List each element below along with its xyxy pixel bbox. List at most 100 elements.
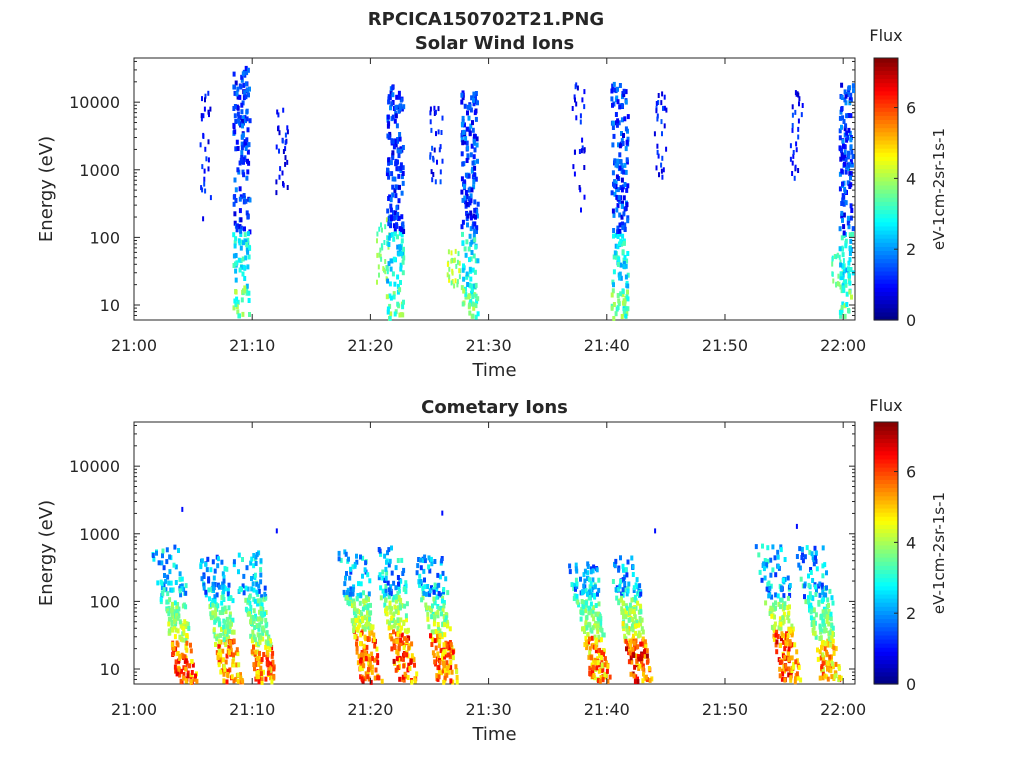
heatmap-cell <box>247 290 251 296</box>
heatmap-cell <box>278 174 281 180</box>
heatmap-cell <box>241 271 245 277</box>
heatmap-cell <box>226 587 230 593</box>
heatmap-cell <box>579 616 583 622</box>
heatmap-cell <box>635 619 639 625</box>
heatmap-cell <box>460 189 464 195</box>
heatmap-cell <box>384 597 387 603</box>
heatmap-cell <box>232 662 236 668</box>
heatmap-cell <box>259 597 263 603</box>
heatmap-cell <box>266 652 270 658</box>
x-tick-label: 21:10 <box>229 336 275 355</box>
heatmap-cell <box>393 645 397 650</box>
heatmap-cell <box>621 587 625 593</box>
heatmap-cell <box>233 113 237 119</box>
heatmap-cell <box>396 283 400 289</box>
heatmap-cell <box>200 113 203 119</box>
x-tick-label: 21:40 <box>584 336 630 355</box>
heatmap-cell <box>632 585 636 591</box>
heatmap-cell <box>388 303 392 309</box>
colorbar-label: eV-1cm-2sr-1s-1 <box>930 128 948 250</box>
heatmap-cell <box>373 657 376 663</box>
heatmap-cell <box>621 600 625 606</box>
heatmap-cell <box>469 276 473 282</box>
heatmap-cell <box>173 624 176 630</box>
heatmap-cell <box>618 165 622 171</box>
heatmap-cell <box>352 617 356 623</box>
heatmap-cell <box>265 630 269 636</box>
heatmap-cell <box>259 635 263 641</box>
heatmap-cell <box>444 640 448 646</box>
heatmap-cell <box>473 110 477 116</box>
heatmap-cell <box>235 296 239 302</box>
heatmap-cell <box>232 194 236 200</box>
heatmap-cell <box>385 611 389 617</box>
heatmap-cell <box>465 194 469 200</box>
heatmap-cell <box>803 583 807 589</box>
heatmap-cell <box>617 256 621 262</box>
heatmap-cell <box>174 668 178 674</box>
heatmap-cell <box>469 107 473 113</box>
heatmap-cell <box>800 555 804 560</box>
heatmap-cell <box>620 609 624 615</box>
heatmap-cell <box>264 610 268 615</box>
heatmap-cell <box>260 657 264 662</box>
heatmap-cell <box>432 172 435 177</box>
heatmap-cell <box>244 597 248 603</box>
heatmap-cell <box>442 660 445 666</box>
heatmap-cell <box>596 591 599 597</box>
heatmap-cell <box>789 628 793 634</box>
colorbar-segment <box>874 602 898 607</box>
heatmap-cell <box>846 215 850 221</box>
heatmap-cell <box>234 236 238 242</box>
heatmap-cell <box>472 101 476 107</box>
heatmap-cell <box>582 589 586 595</box>
heatmap-cell <box>391 155 395 161</box>
heatmap-cell <box>832 645 836 651</box>
heatmap-cell <box>165 547 169 553</box>
heatmap-cell <box>263 585 267 591</box>
heatmap-cell <box>769 605 773 611</box>
heatmap-cell <box>236 678 240 684</box>
heatmap-cell <box>271 650 275 656</box>
heatmap-cell <box>462 276 466 282</box>
heatmap-cell <box>821 652 825 658</box>
heatmap-cell <box>794 676 797 682</box>
heatmap-cell <box>573 171 576 177</box>
heatmap-cell <box>260 680 264 685</box>
heatmap-cell <box>429 556 433 562</box>
heatmap-cell <box>401 259 405 265</box>
heatmap-cell <box>653 131 656 137</box>
heatmap-cell <box>430 585 433 591</box>
heatmap-cell <box>780 659 784 665</box>
heatmap-cell <box>398 605 402 611</box>
heatmap-cell <box>264 623 268 629</box>
heatmap-cell <box>612 81 616 87</box>
heatmap-cell <box>373 643 377 649</box>
heatmap-cell <box>642 671 645 677</box>
heatmap-cell <box>474 94 477 100</box>
heatmap-cell <box>231 659 235 664</box>
heatmap-cell <box>428 568 432 574</box>
heatmap-cell <box>453 257 456 263</box>
heatmap-cell <box>598 647 602 653</box>
heatmap-cell <box>441 510 444 516</box>
heatmap-cell <box>255 674 259 680</box>
heatmap-cell <box>617 600 621 606</box>
heatmap-cell <box>472 133 476 139</box>
heatmap-cell <box>621 141 625 146</box>
heatmap-cell <box>590 612 594 618</box>
heatmap-cell <box>838 128 842 134</box>
colorbar-segment <box>874 213 898 219</box>
y-tick-label: 10000 <box>69 457 120 476</box>
colorbar-segment <box>874 139 898 145</box>
heatmap-cell <box>600 655 603 661</box>
heatmap-cell <box>592 605 596 611</box>
heatmap-cell <box>591 625 595 631</box>
heatmap-cell <box>255 581 259 587</box>
heatmap-cell <box>355 608 359 614</box>
heatmap-cell <box>438 574 442 580</box>
heatmap-cell <box>627 626 631 632</box>
heatmap-cell <box>620 138 624 144</box>
heatmap-cell <box>626 114 630 120</box>
